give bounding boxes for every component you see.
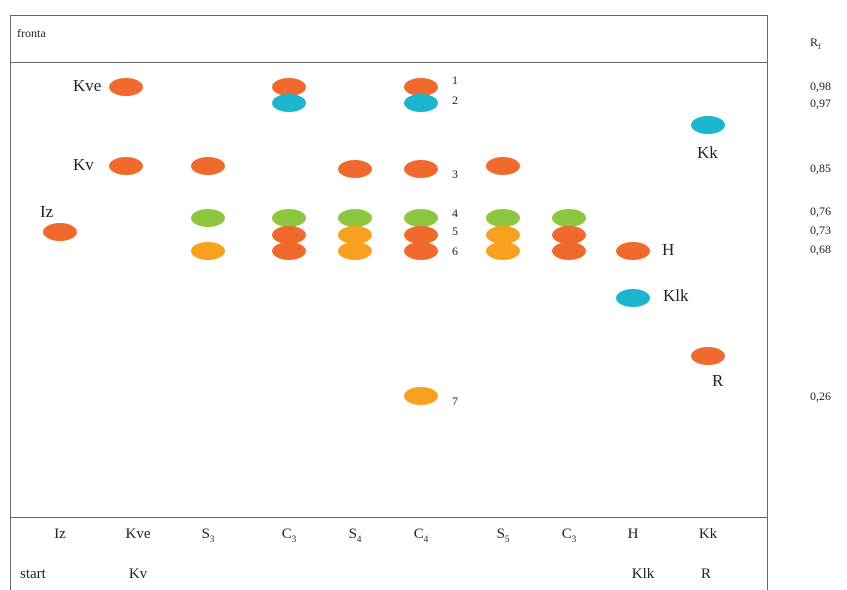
spot-number: 4: [452, 206, 458, 220]
rf-header-base: R: [810, 35, 818, 49]
lane-label-c3b: C3: [562, 526, 577, 544]
spot-orange: [404, 78, 438, 96]
spot-label-klk: Klk: [663, 286, 689, 305]
lane-label-s4: S4: [349, 526, 362, 544]
spot-orange: [272, 78, 306, 96]
spot-numbers: 1 2 3 4 5 6 7: [452, 73, 458, 408]
spot-number: 3: [452, 167, 458, 181]
spot-green: [552, 209, 586, 227]
spot-green: [338, 209, 372, 227]
spot-orange: [338, 160, 372, 178]
spot-label-kk: Kk: [697, 143, 718, 162]
lane-label-iz: Iz: [54, 526, 66, 542]
plate-border: [10, 15, 768, 590]
spot-orange: [486, 157, 520, 175]
spot-green: [191, 209, 225, 227]
lane-sublabels: start Kv Klk R: [20, 566, 711, 582]
spot-orange: [43, 223, 77, 241]
lane-sublabel-r: R: [701, 566, 711, 582]
spot-label-kve: Kve: [73, 76, 101, 95]
spot-green: [486, 209, 520, 227]
spot-green: [404, 209, 438, 227]
spot-label-kv: Kv: [73, 155, 94, 174]
rf-value: 0,73: [810, 223, 831, 237]
front-label: fronta: [17, 26, 46, 40]
spot-cyan: [404, 94, 438, 112]
spot-green: [272, 209, 306, 227]
lane-label-h: H: [628, 526, 639, 542]
spot-cyan: [616, 289, 650, 307]
plate-frame: [10, 15, 768, 590]
spot-orange: [109, 157, 143, 175]
spot-number: 6: [452, 244, 458, 258]
rf-value: 0,85: [810, 161, 831, 175]
spot-orange: [109, 78, 143, 96]
rf-value: 0,97: [810, 96, 831, 110]
spot-orange: [552, 226, 586, 244]
spot-number: 1: [452, 73, 458, 87]
rf-scale: 0,98 0,97 0,85 0,76 0,73 0,68 0,26: [810, 79, 831, 403]
spot-orange: [272, 226, 306, 244]
rf-value: 0,26: [810, 389, 831, 403]
lane-sublabel-klk: Klk: [632, 566, 655, 582]
lane-label-c4: C4: [414, 526, 429, 544]
lane-label-c3: C3: [282, 526, 297, 544]
lane-sublabel-start: start: [20, 566, 47, 582]
spot-light_orange: [486, 242, 520, 260]
lane-label-kk: Kk: [699, 526, 718, 542]
spot-labels: Iz Kve Kv H Klk Kk R: [40, 76, 724, 390]
spot-light_orange: [338, 226, 372, 244]
spot-light_orange: [191, 242, 225, 260]
rf-value: 0,98: [810, 79, 831, 93]
spot-orange: [404, 242, 438, 260]
spot-number: 2: [452, 93, 458, 107]
rf-value: 0,68: [810, 242, 831, 256]
spot-light_orange: [486, 226, 520, 244]
spot-light_orange: [338, 242, 372, 260]
lane-labels: Iz Kve S3 C3 S4 C4 S5 C3 H Kk: [54, 526, 717, 544]
spot-label-iz: Iz: [40, 202, 54, 221]
rf-value: 0,76: [810, 204, 831, 218]
rf-header: Rf: [810, 35, 821, 51]
spot-orange: [404, 160, 438, 178]
spot-orange: [404, 226, 438, 244]
spot-orange: [691, 347, 725, 365]
spot-cyan: [272, 94, 306, 112]
lane-label-s3: S3: [202, 526, 215, 544]
spot-orange: [191, 157, 225, 175]
lane-sublabel-kv: Kv: [129, 566, 148, 582]
spot-light_orange: [404, 387, 438, 405]
spots-layer: [43, 78, 725, 405]
spot-label-h: H: [662, 240, 674, 259]
spot-orange: [272, 242, 306, 260]
rf-header-sub: f: [818, 42, 821, 51]
spot-cyan: [691, 116, 725, 134]
spot-number: 7: [452, 394, 458, 408]
spot-orange: [552, 242, 586, 260]
lane-label-kve: Kve: [126, 526, 151, 542]
lane-label-s5: S5: [497, 526, 510, 544]
spot-label-r: R: [712, 371, 724, 390]
spot-orange: [616, 242, 650, 260]
spot-number: 5: [452, 224, 458, 238]
